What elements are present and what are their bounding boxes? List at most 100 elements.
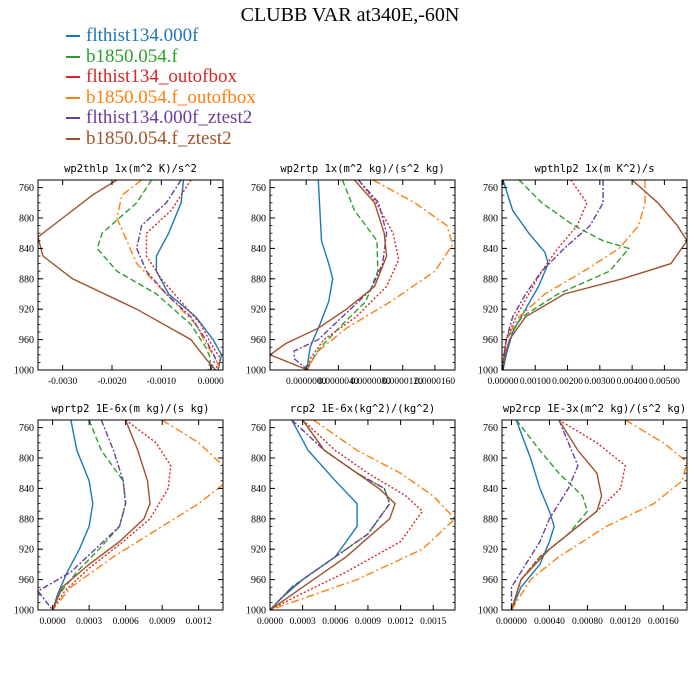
plot-frame <box>37 419 224 611</box>
series-line <box>510 420 603 610</box>
x-tick-label: 0.00200 <box>552 377 583 387</box>
series-line <box>502 180 631 370</box>
x-tick-label: 0.0000 <box>198 377 224 387</box>
legend-label: flthist134_outofbox <box>86 66 237 88</box>
plot-frame <box>269 419 456 611</box>
series-line <box>502 180 588 370</box>
y-tick-label: 760 <box>19 423 34 434</box>
x-tick-label: 0.00100 <box>520 377 551 387</box>
y-tick-label: 1000 <box>14 606 34 617</box>
series-line <box>307 180 379 370</box>
y-tick-label: 960 <box>483 335 498 346</box>
y-tick-label: 920 <box>251 545 266 556</box>
y-tick-label: 760 <box>251 423 266 434</box>
x-tick-label: 0.0012 <box>186 617 212 627</box>
legend-label: b1850.054.f <box>86 45 178 67</box>
plot-frame <box>501 179 688 371</box>
y-tick-label: 840 <box>483 244 498 255</box>
x-tick-label: 0.0000160 <box>415 377 456 387</box>
x-tick-label: 0.00080 <box>572 617 603 627</box>
y-tick-label: 840 <box>483 484 498 495</box>
series-line <box>502 180 646 363</box>
x-tick-label: 0.00160 <box>648 617 679 627</box>
series-line <box>307 180 334 370</box>
series-line <box>38 420 127 610</box>
series-line <box>510 420 555 610</box>
y-tick-label: 960 <box>251 575 266 586</box>
series-line <box>51 420 151 610</box>
y-tick-label: 760 <box>483 423 498 434</box>
series-line <box>270 420 391 610</box>
x-tick-label: 0.0000120 <box>383 377 424 387</box>
series-line <box>307 180 454 370</box>
x-tick-label: 0.0006 <box>322 617 348 627</box>
legend-entry: b1850.054.f_outofbox <box>66 86 256 109</box>
y-tick-label: 1000 <box>478 366 498 377</box>
y-tick-label: 760 <box>19 183 34 194</box>
y-tick-label: 960 <box>251 335 266 346</box>
legend-swatch <box>66 55 80 58</box>
series-line <box>135 180 217 370</box>
legend-swatch <box>66 96 80 99</box>
y-tick-label: 1000 <box>14 366 34 377</box>
y-tick-label: 920 <box>483 545 498 556</box>
series-line <box>96 180 212 370</box>
y-tick-label: 800 <box>19 214 34 225</box>
legend: flthist134.000f b1850.054.f flthist134_o… <box>66 25 256 150</box>
series-line <box>270 420 391 610</box>
series-line <box>145 180 222 370</box>
legend-label: b1850.054.f_outofbox <box>86 86 256 108</box>
legend-swatch <box>66 35 80 38</box>
series-line <box>270 420 424 610</box>
plot-frame <box>37 179 224 371</box>
y-tick-label: 920 <box>19 545 34 556</box>
panel-title: wp2rcp 1E-3x(m^2 kg)/(s^2 kg) <box>503 403 686 415</box>
y-tick-label: 1000 <box>246 366 266 377</box>
x-tick-label: 0.00300 <box>584 377 615 387</box>
series-line <box>270 420 455 610</box>
y-tick-label: 760 <box>251 183 266 194</box>
legend-swatch <box>66 137 80 140</box>
x-tick-label: 0.0009 <box>355 617 381 627</box>
y-tick-label: 920 <box>251 305 266 316</box>
figure-title: CLUBB VAR at340E,-60N <box>240 4 460 26</box>
x-tick-label: 0.00040 <box>534 617 565 627</box>
legend-label: flthist134.000f <box>86 25 199 47</box>
x-tick-label: 0.00000 <box>488 377 519 387</box>
y-tick-label: 840 <box>19 244 34 255</box>
legend-entry: b1850.054.f_ztest2 <box>66 127 256 150</box>
y-tick-label: 920 <box>19 305 34 316</box>
x-tick-label: 0.00500 <box>649 377 680 387</box>
plot-frame <box>501 419 688 611</box>
y-tick-label: 800 <box>19 454 34 465</box>
y-tick-label: 800 <box>251 214 266 225</box>
x-tick-label: 0.0006 <box>113 617 139 627</box>
series-line <box>116 180 222 370</box>
y-tick-label: 1000 <box>246 606 266 617</box>
series-line <box>510 420 579 610</box>
y-tick-label: 800 <box>251 454 266 465</box>
panel-title: wp2rtp 1x(m^2 kg)/(s^2 kg) <box>280 163 444 175</box>
x-tick-label: 0.00120 <box>610 617 641 627</box>
y-tick-label: 960 <box>483 575 498 586</box>
plot-frame <box>269 179 456 371</box>
x-tick-label: 0.0000 <box>257 617 283 627</box>
panel-title: wprtp2 1E-6x(m kg)/(s kg) <box>51 403 209 415</box>
y-tick-label: 880 <box>483 274 498 285</box>
series-line <box>510 420 687 610</box>
x-tick-label: 0.0000080 <box>350 377 391 387</box>
legend-entry: flthist134_outofbox <box>66 66 256 88</box>
panel-title: wpthlp2 1x(m K^2)/s <box>534 163 654 175</box>
panel-title: rcp2 1E-6x(kg^2)/(kg^2) <box>290 403 435 415</box>
series-line <box>51 420 127 610</box>
y-tick-label: 840 <box>251 484 266 495</box>
series-line <box>502 180 687 363</box>
y-tick-label: 800 <box>483 214 498 225</box>
y-tick-label: 1000 <box>478 606 498 617</box>
x-tick-label: 0.0012 <box>388 617 414 627</box>
legend-label: b1850.054.f_ztest2 <box>86 127 232 149</box>
panel-title: wp2thlp 1x(m^2 K)/s^2 <box>64 163 197 175</box>
x-tick-label: 0.0009 <box>149 617 175 627</box>
series-line <box>502 180 549 370</box>
